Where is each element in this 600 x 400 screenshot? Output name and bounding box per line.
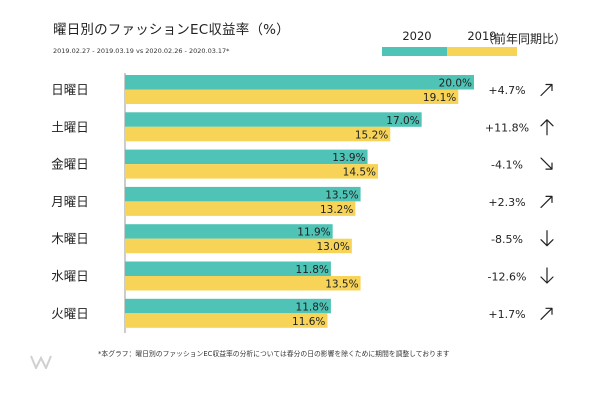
arrow-up-right-icon [540, 307, 553, 320]
data-label-2019: 14.5% [343, 167, 376, 179]
arrow-up-right-icon [540, 195, 553, 208]
data-label-2020: 20.0% [439, 78, 472, 90]
category-label: 月曜日 [51, 194, 89, 209]
data-label-2020: 17.0% [386, 115, 419, 127]
bar-2020 [125, 186, 361, 202]
bar-2019 [125, 201, 356, 216]
category-label: 木曜日 [51, 231, 89, 246]
yoy-change-value: -12.6% [488, 271, 527, 284]
chart-subtitle: 2019.02.27 - 2019.03.19 vs 2020.02.26 - … [53, 47, 230, 55]
yoy-change-value: +2.3% [488, 196, 525, 209]
yoy-change-value: +4.7% [488, 84, 525, 97]
data-label-2019: 13.0% [316, 241, 349, 253]
yoy-header: （前年同期比） [482, 32, 567, 46]
bar-2020 [125, 224, 333, 239]
bar-2019 [125, 126, 391, 142]
bar-2020 [125, 261, 331, 276]
arrow-down-icon [540, 267, 554, 284]
arrow-down-icon [540, 230, 554, 247]
bar-2020 [125, 112, 422, 127]
bar-2020 [125, 75, 474, 90]
bar-2019 [125, 89, 459, 104]
data-label-2020: 11.9% [297, 227, 330, 239]
bar-2019 [125, 164, 379, 179]
bar-2020 [125, 149, 368, 165]
yoy-change-value: -4.1% [491, 159, 523, 172]
data-label-2020: 11.8% [296, 264, 329, 276]
category-label: 水曜日 [51, 269, 89, 284]
footnote: *本グラフ：曜日別のファッションEC収益率の分析については春分の日の影響を除くた… [98, 350, 450, 358]
legend-item-2020: 2020 [382, 30, 452, 56]
category-label: 土曜日 [51, 119, 89, 134]
yoy-change-value: +11.8% [485, 121, 529, 134]
category-label: 火曜日 [51, 306, 89, 321]
data-label-2020: 13.5% [325, 189, 358, 201]
bar-2019 [125, 238, 352, 254]
data-label-2020: 11.8% [296, 301, 329, 313]
data-label-2019: 13.5% [325, 279, 358, 291]
data-label-2019: 19.1% [423, 92, 456, 104]
bar-2020 [125, 298, 331, 314]
legend-label-2019: 2019 [467, 29, 497, 43]
arrow-up-right-icon [540, 83, 553, 97]
brand-logo-icon [30, 355, 52, 369]
data-label-2019: 13.2% [320, 204, 353, 216]
bar-2019 [125, 313, 328, 328]
yoy-change-value: +1.7% [488, 308, 525, 321]
legend-swatch-2019 [447, 47, 517, 56]
legend-swatch-2020 [382, 47, 452, 56]
bar-2019 [125, 276, 361, 291]
arrow-down-right-icon [540, 157, 553, 170]
data-label-2020: 13.9% [332, 152, 365, 164]
category-label: 日曜日 [51, 82, 89, 97]
category-label: 金曜日 [51, 157, 89, 172]
legend-label-2020: 2020 [402, 29, 432, 43]
data-label-2019: 11.6% [292, 316, 325, 328]
yoy-change-value: -8.5% [491, 233, 523, 246]
data-label-2019: 15.2% [355, 129, 388, 141]
arrow-up-icon [540, 119, 554, 136]
legend-item-2019: 2019 [447, 30, 517, 56]
chart-title: 曜日別のファッションEC収益率（%） [53, 22, 290, 38]
